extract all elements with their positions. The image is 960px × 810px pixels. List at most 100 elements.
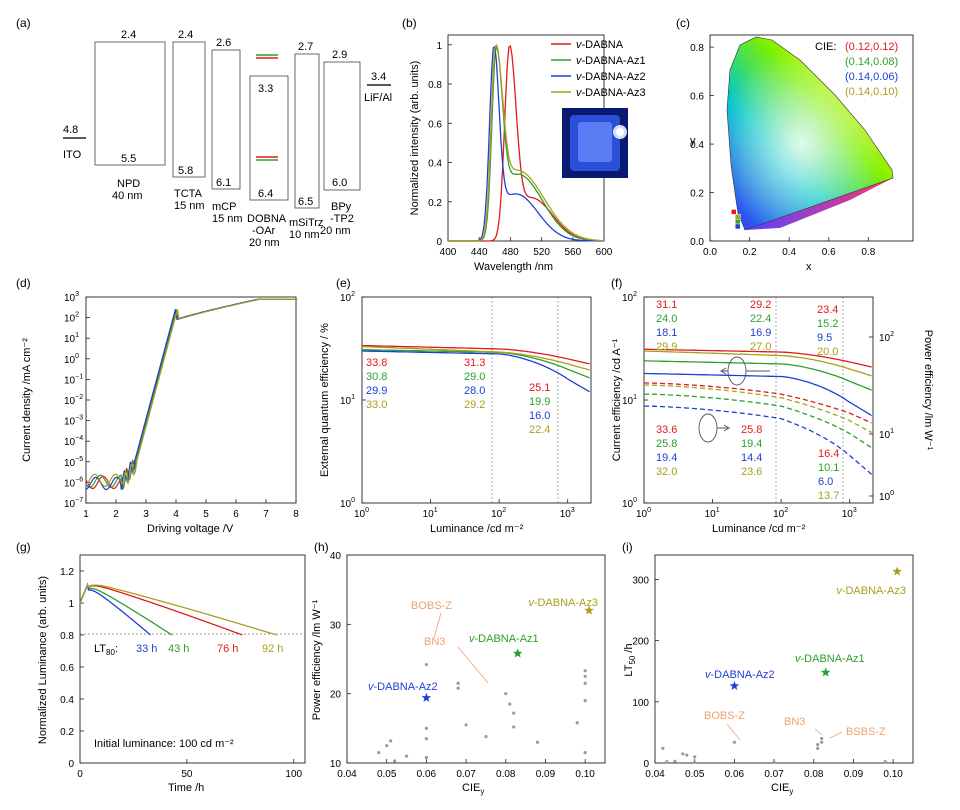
d-ytick-label: 101: [64, 332, 79, 345]
d-ytick-exp: 0: [75, 353, 79, 360]
c-xtick-label: 0.2: [743, 247, 757, 258]
f-pe-arrow: [717, 424, 731, 432]
sc-ref-point: [820, 736, 824, 741]
d-ytick-exp: 3: [75, 291, 79, 298]
d-ytick-exp: −1: [75, 373, 83, 380]
h-ref-points: [377, 662, 587, 763]
sc-star-name: -DABNA-Az3: [842, 585, 906, 597]
lum-xtick-base: 10: [423, 509, 435, 520]
bpy-thk: 20 nm: [320, 225, 351, 237]
i-bsbs-leader: [829, 731, 843, 739]
i-ref-bsbs: BSBS-Z: [846, 726, 886, 738]
lum-ytick-base: 10: [340, 499, 352, 510]
sc-ref-point: [389, 739, 393, 743]
d-ytick-label: 10−4: [64, 435, 83, 448]
f-pe1: 33.6: [656, 424, 677, 436]
cie-title: CIE:: [815, 41, 836, 53]
c-xtick-label: 0.0: [703, 247, 717, 258]
bpy-box: [323, 61, 361, 191]
d-curve-4: [86, 298, 298, 488]
sc-ref-point: [504, 692, 508, 696]
c-legend-entry: (0.12,0.12): [845, 41, 898, 53]
lum-xtick-exp: 0: [365, 507, 369, 514]
e-label-100: 29.0: [464, 371, 485, 383]
h-ref-bobs: BOBS-Z: [411, 600, 452, 612]
i-ylabel-main: LT: [623, 664, 635, 676]
f-pe100: 23.6: [741, 466, 762, 478]
panel-d: (d) 1 2 3 4 5 6 7 810310210110010−110−210−310−4…: [16, 276, 299, 535]
i-ref-points: [661, 736, 887, 764]
bpy-name-l1: BPy: [331, 201, 352, 213]
i-ylabel-sub: 50: [628, 655, 637, 664]
b-xlabel: Wavelength /nm: [474, 261, 553, 273]
lum-xtick-label: 102: [491, 507, 506, 520]
lum-xtick-exp: 1: [434, 507, 438, 514]
b-xtick-label: 480: [502, 247, 519, 258]
d-ytick-label: 100: [64, 353, 79, 366]
f-pe-curve-1: [643, 382, 872, 424]
g-ytick-label: 0.8: [60, 631, 74, 642]
lum-xtick-exp: 2: [784, 507, 788, 514]
lum-xtick-base: 10: [636, 509, 648, 520]
lum-ytick-label: 101: [340, 394, 355, 407]
sc-ref-point: [456, 681, 460, 685]
lum-ytick-base: 10: [622, 396, 634, 407]
dobna-bottom: 6.4: [258, 188, 273, 200]
panel-label-g: (g): [16, 540, 31, 554]
panel-h: (h) 0.04 0.05 0.06 0.07 0.08 0.09 0.10 10 20 30 40…: [311, 540, 606, 796]
lif-label: LiF/Al: [364, 92, 392, 104]
f-ce1: 29.9: [656, 341, 677, 353]
f-ce1: 24.0: [656, 313, 677, 325]
b-legend-name: -DABNA-Az1: [582, 55, 646, 67]
c-xtick-label: 0.8: [861, 247, 875, 258]
d-ytick-label: 10−6: [64, 476, 83, 489]
f-ce1000: 9.5: [817, 332, 832, 344]
g-lt80-sub: 80: [106, 648, 115, 657]
c-xlabel: x: [806, 261, 812, 273]
c-ylabel: y: [690, 135, 696, 147]
lum-ytick-label: 102: [340, 291, 355, 304]
g-lt-az2: 33 h: [136, 643, 157, 655]
sc-ref-point: [464, 723, 468, 727]
c-legend-entry: (0.14,0.06): [845, 71, 898, 83]
f-pe-curve-4: [644, 384, 872, 434]
sc-star-v: v: [528, 597, 535, 609]
sc-star-v: v: [368, 681, 375, 693]
f-pe1: 19.4: [656, 452, 677, 464]
panel-label-c: (c): [676, 16, 690, 30]
g-ylabel: Normalized Luminance (arb. units): [37, 576, 49, 744]
sc-xtick-label: 0.06: [417, 769, 437, 780]
g-note: Initial luminance: 100 cd m⁻²: [94, 738, 234, 750]
sc-xtick-label: 0.08: [804, 769, 824, 780]
sc-ytick-label: 20: [330, 690, 342, 701]
lum-ytick-exp: 0: [351, 497, 355, 504]
d-ytick-base: 10: [64, 417, 76, 428]
sc-ref-point: [685, 753, 689, 757]
sc-star-label: v-DABNA-Az3: [528, 597, 598, 609]
g-xtick-label: 0: [77, 769, 83, 780]
d-xtick-label: 6: [233, 509, 239, 520]
lum-xtick-label: 100: [354, 507, 369, 520]
npd-bottom: 5.5: [121, 153, 136, 165]
h-xlabel-sub: y: [480, 787, 484, 796]
g-lt80-main: LT: [94, 643, 106, 655]
b-ytick-label: 0: [436, 237, 442, 248]
lum-ytick-base: 10: [622, 293, 634, 304]
i-bobs-leader: [726, 723, 741, 741]
sc-ref-point: [377, 751, 381, 755]
bpy-top: 2.9: [332, 49, 347, 61]
sc-star-v: v: [836, 585, 843, 597]
i-ref-bobs: BOBS-Z: [704, 710, 745, 722]
sc-xtick-label: 0.06: [725, 769, 745, 780]
cie-whitepoint-overlay: [726, 36, 894, 231]
g-ytick-label: 0: [68, 759, 74, 770]
d-curve-3: [85, 298, 296, 491]
sc-ref-point: [393, 759, 397, 763]
plot-frame-d: [85, 296, 297, 504]
f-labels: 31.1 29.2 23.4 33.6 25.8 16.4 24.0 22.4 15.2 25.8…: [656, 299, 839, 502]
lum-ytick-base: 10: [340, 396, 352, 407]
